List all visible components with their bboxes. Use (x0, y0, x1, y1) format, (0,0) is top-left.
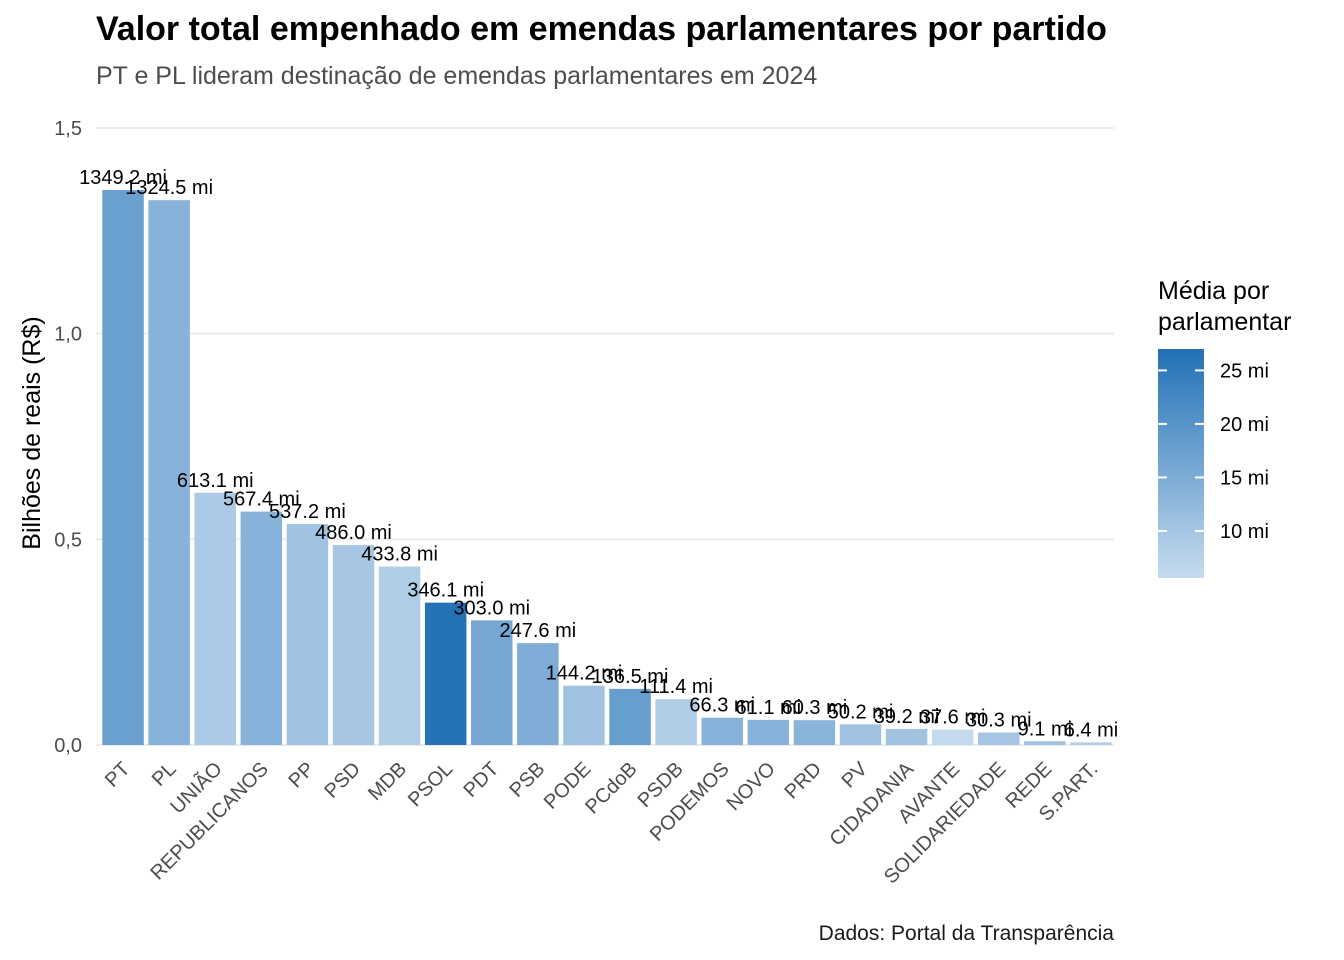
data-label: 1324.5 mi (125, 177, 213, 199)
bar-pt (102, 190, 144, 746)
data-label: 613.1 mi (177, 470, 254, 492)
y-tick-label: 0,0 (54, 735, 82, 757)
bar-novo (747, 719, 790, 745)
data-label: 37.6 mi (920, 707, 986, 729)
legend-colorbar (1158, 349, 1204, 578)
bar-prd (793, 720, 836, 745)
data-label: 66.3 mi (689, 695, 755, 717)
bar-psd (332, 545, 375, 745)
data-label: 247.6 mi (500, 620, 577, 642)
data-label: 9.1 mi (1018, 718, 1072, 740)
legend-title: Média por parlamentar (1158, 276, 1338, 338)
bar-republicanos (240, 511, 283, 745)
y-tick-label: 0,5 (54, 529, 82, 551)
data-label: 1349.2 mi (79, 167, 167, 189)
bar-podemos (701, 717, 743, 745)
x-tick-label: PDT (459, 758, 503, 802)
data-label: 6.4 mi (1064, 719, 1118, 741)
data-label: 486.0 mi (315, 522, 392, 544)
data-label: 50.2 mi (828, 701, 894, 723)
bar-pode (563, 685, 605, 745)
bar-unio (194, 492, 236, 745)
legend-tick-label: 25 mi (1220, 360, 1269, 382)
chart-title: Valor total empenhado em emendas parlame… (96, 10, 1107, 48)
data-label: 136.5 mi (592, 666, 669, 688)
y-tick-label: 1,0 (54, 324, 82, 346)
bar-rede (1024, 741, 1066, 745)
bar-psol (424, 602, 467, 745)
bar-pl (148, 200, 190, 746)
data-label: 39.2 mi (874, 706, 940, 728)
bar-solidariedade (978, 732, 1020, 745)
y-axis: 0,0 0,5 1,0 1,5 (54, 118, 82, 757)
data-label: 61.1 mi (736, 697, 802, 719)
y-tick-label: 1,5 (54, 118, 82, 140)
x-tick-label: PT (101, 758, 135, 792)
x-tick-label: PSOL (404, 758, 457, 811)
data-label: 111.4 mi (639, 676, 713, 698)
chart-caption: Dados: Portal da Transparência (818, 922, 1114, 945)
data-label: 303.0 mi (453, 597, 530, 619)
data-label: 433.8 mi (361, 544, 438, 566)
legend-title-line1: Média por (1158, 277, 1270, 305)
x-tick-label: PSD (320, 758, 365, 803)
bar-mdb (378, 566, 421, 745)
legend-tick-label: 10 mi (1220, 521, 1269, 543)
x-tick-label: PP (285, 758, 319, 792)
bar-pp (286, 524, 329, 745)
bar-psdb (655, 699, 697, 745)
bar-pv (839, 724, 882, 745)
bar-spart (1070, 742, 1112, 745)
data-label: 567.4 mi (223, 489, 300, 511)
legend-title-line2: parlamentar (1158, 308, 1292, 336)
x-tick-label: PL (148, 758, 181, 791)
legend-tick-label: 15 mi (1220, 467, 1269, 489)
chart-subtitle: PT e PL lideram destinação de emendas pa… (96, 62, 818, 90)
data-label: 60.3 mi (782, 697, 848, 719)
bar-avante (931, 729, 974, 745)
bar-psb (517, 643, 559, 745)
x-tick-label: PRD (781, 758, 826, 803)
data-label: 346.1 mi (407, 580, 484, 602)
x-tick-label: PCdoB (581, 758, 641, 818)
y-axis-label: Bilhões de reais (R$) (18, 316, 46, 549)
x-tick-label: PV (838, 758, 873, 793)
legend-ticks: 25 mi 20 mi 15 mi 10 mi (1158, 360, 1269, 543)
bars (102, 190, 1112, 746)
data-label: 30.3 mi (966, 710, 1032, 732)
data-label: 144.2 mi (546, 663, 623, 685)
bar-cidadania (885, 728, 928, 745)
bar-pdt (471, 620, 513, 745)
x-tick-label: MDB (364, 758, 411, 805)
legend-tick-label: 20 mi (1220, 414, 1269, 436)
data-label: 537.2 mi (269, 501, 346, 523)
bar-pcdob (609, 688, 651, 745)
x-tick-label: NOVO (723, 758, 780, 815)
